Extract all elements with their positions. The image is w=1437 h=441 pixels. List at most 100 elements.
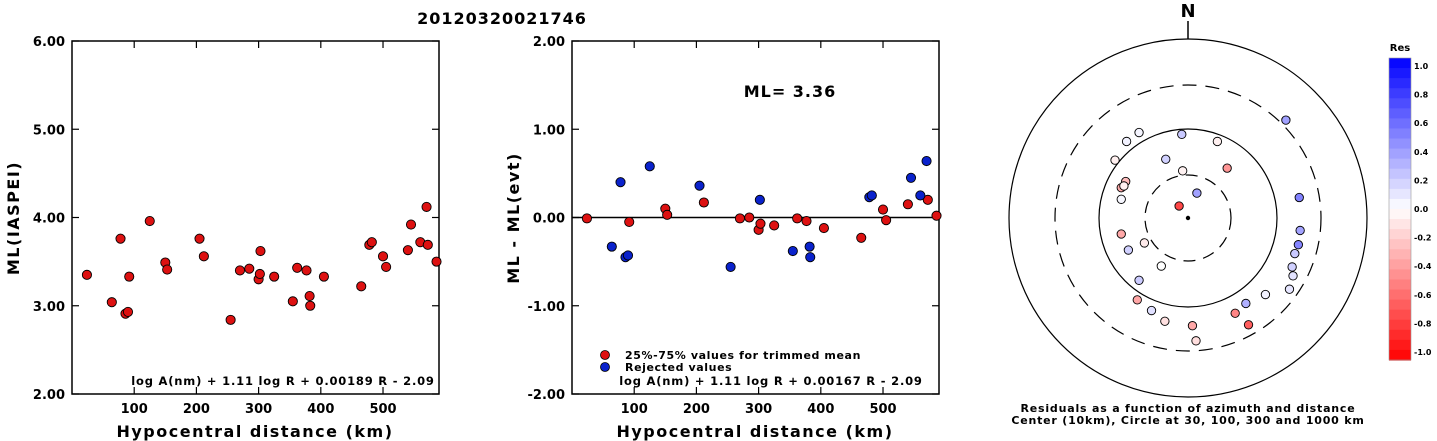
legend-marker-used <box>600 350 610 360</box>
colorbar-label: -1.0 <box>1414 348 1432 357</box>
data-point-rejected <box>905 172 917 183</box>
colorbar-swatch <box>1389 198 1411 210</box>
data-point <box>244 263 255 274</box>
data-point <box>381 261 392 272</box>
y-tick-label: 4.00 <box>33 212 65 227</box>
colorbar-swatch <box>1389 269 1411 281</box>
station-residual-point <box>1191 336 1201 346</box>
data-point <box>255 245 266 257</box>
x-tick-label: 500 <box>869 402 896 417</box>
y-tick-label: 5.00 <box>33 123 65 138</box>
data-point <box>194 233 205 244</box>
data-point <box>305 300 316 311</box>
data-point-rejected <box>754 194 765 205</box>
station-residual-point <box>1243 320 1254 330</box>
colorbar-swatch <box>1389 128 1411 140</box>
data-point <box>234 265 245 276</box>
y-tick-label: 6.00 <box>33 35 65 50</box>
data-point-used <box>792 213 803 224</box>
data-point <box>304 290 315 302</box>
colorbar-swatch <box>1389 118 1411 130</box>
colorbar-label: 1.0 <box>1414 62 1429 71</box>
colorbar-swatch <box>1389 188 1411 200</box>
ring-300km <box>1054 84 1322 352</box>
ml-annotation: ML= 3.36 <box>744 82 837 101</box>
data-point <box>254 268 265 280</box>
colorbar-label: 0.4 <box>1414 148 1429 157</box>
colorbar-swatch <box>1389 259 1411 270</box>
data-point-rejected <box>725 261 736 272</box>
x-axis-label: Hypocentral distance (km) <box>116 422 393 441</box>
data-point <box>106 297 117 308</box>
data-point <box>377 251 389 262</box>
data-point-rejected <box>615 177 626 188</box>
station-residual-point <box>1284 284 1295 294</box>
colorbar-swatch <box>1389 138 1411 150</box>
x-tick-label: 500 <box>369 402 396 417</box>
polar-caption-line2: Center (10km), Circle at 30, 100, 300 an… <box>1011 414 1364 427</box>
data-point-rejected <box>804 241 815 252</box>
data-point <box>225 314 236 325</box>
colorbar-swatch <box>1389 68 1411 79</box>
station-residual-point <box>1295 225 1305 236</box>
station-residual-point <box>1222 163 1232 173</box>
x-tick-label: 200 <box>183 402 210 417</box>
colorbar-frame <box>1388 57 1412 361</box>
station-residual-point <box>1294 192 1304 203</box>
station-residual-point <box>1161 154 1171 164</box>
data-point-rejected <box>622 250 634 261</box>
y-tick-label: 0.00 <box>533 212 565 227</box>
data-point <box>269 271 280 282</box>
station-residual-point <box>1146 305 1157 316</box>
station-residual-point <box>1230 308 1240 318</box>
legend-label-rejected: Rejected values <box>625 361 732 374</box>
colorbar-label: -0.4 <box>1414 262 1432 271</box>
x-tick-label: 400 <box>307 402 334 417</box>
data-point-rejected <box>644 161 655 172</box>
station-residual-point <box>1212 136 1223 147</box>
colorbar-label: 0.2 <box>1414 176 1428 185</box>
station-residual-point <box>1123 245 1134 255</box>
data-point-used <box>581 213 592 224</box>
station-residual-point <box>1178 166 1188 176</box>
x-axis-label: Hypocentral distance (km) <box>616 422 893 441</box>
data-point-rejected <box>915 190 926 201</box>
data-point <box>124 271 135 282</box>
colorbar-swatch <box>1389 339 1411 351</box>
colorbar-swatch <box>1389 319 1411 331</box>
center-point <box>1185 215 1191 221</box>
ring-30km <box>1144 174 1232 262</box>
formula-text: log A(nm) + 1.11 log R + 0.00167 R - 2.0… <box>619 374 922 388</box>
colorbar-swatch <box>1389 229 1411 240</box>
y-tick-label: 2.00 <box>533 35 565 50</box>
colorbar-label: 0.6 <box>1414 119 1429 128</box>
station-residual-point <box>1160 316 1170 326</box>
legend-marker-rejected <box>600 362 610 372</box>
north-label: N <box>1180 1 1195 22</box>
data-point <box>144 215 155 227</box>
data-point <box>292 262 303 273</box>
y-tick-label: 2.00 <box>33 388 65 403</box>
colorbar-swatch <box>1389 88 1411 99</box>
data-point-used <box>881 215 892 226</box>
station-residual-point <box>1116 194 1126 204</box>
data-point <box>318 271 329 282</box>
residual-colorbar: Res 1.0 0.8 0.6 0.4 0.2 0.0 -0.2 -0.4 -0.6 -0.8 -1… <box>1388 43 1432 361</box>
data-point-used <box>922 194 933 205</box>
colorbar-swatch <box>1389 299 1411 311</box>
azimuth-residual-polar-plot: N Residuals as a function of azimuth and… <box>1008 1 1368 427</box>
colorbar-swatch <box>1389 148 1411 160</box>
station-residual-point <box>1177 129 1187 139</box>
colorbar-label: 0.0 <box>1414 205 1429 214</box>
station-residual-point <box>1260 289 1271 300</box>
y-tick-label: 1.00 <box>533 123 565 138</box>
magnitude-vs-distance-plot: 100 200 300 400 500 2.00 3.00 4.00 5.00 6.00 ML(I… <box>4 35 442 441</box>
data-point-used <box>856 232 867 243</box>
y-tick-label: 3.00 <box>33 300 65 315</box>
data-point <box>422 239 433 250</box>
data-point <box>198 251 209 262</box>
ring-100km <box>1098 128 1278 308</box>
data-point-used <box>755 218 766 229</box>
station-residual-point <box>1119 181 1129 191</box>
data-point-used <box>744 212 755 223</box>
